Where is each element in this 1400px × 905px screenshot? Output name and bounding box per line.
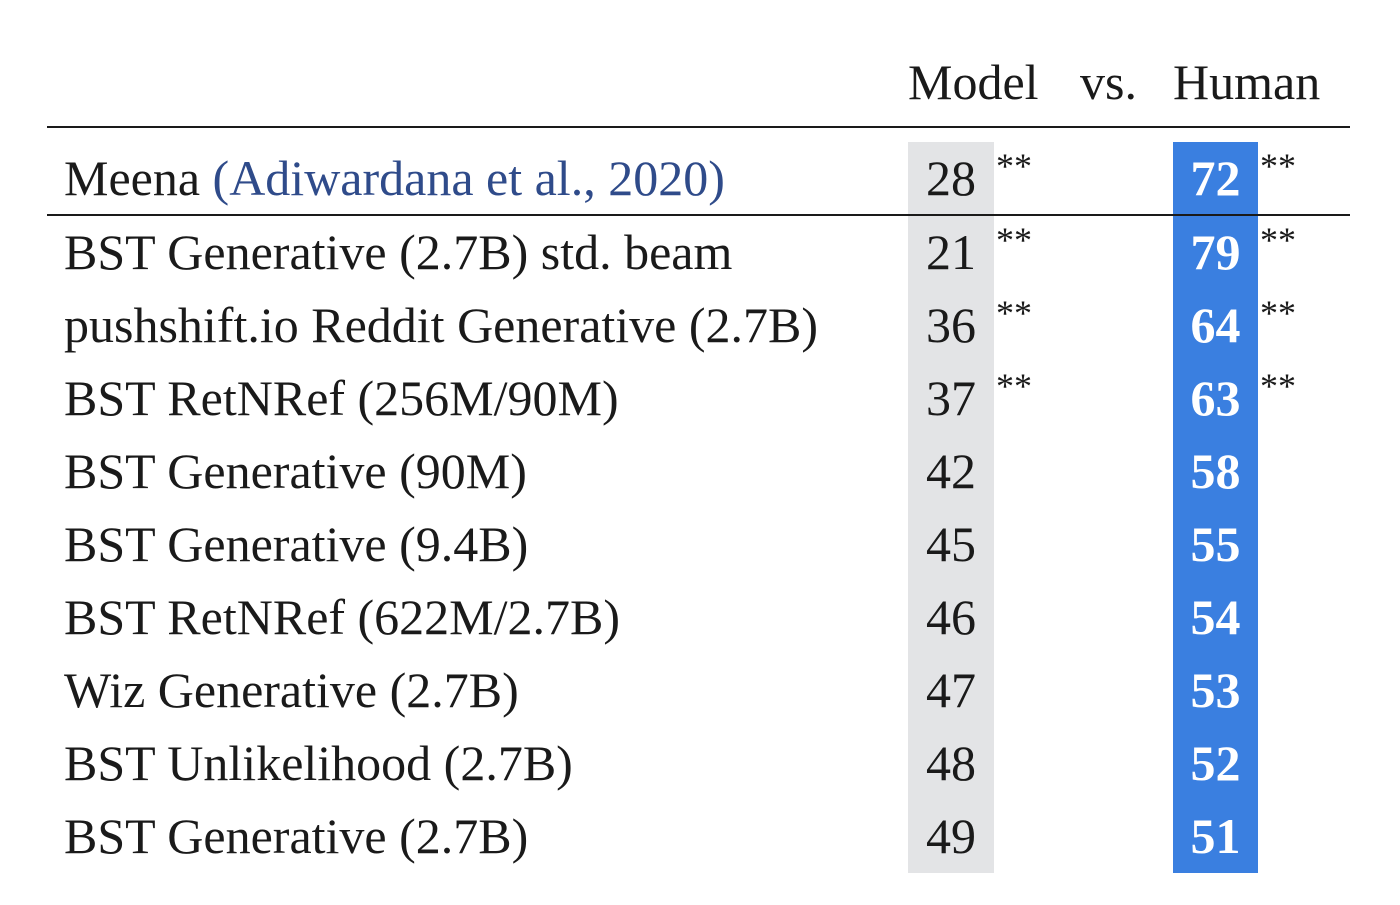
row-label: BST Generative (90M)	[64, 443, 527, 499]
row-label: pushshift.io Reddit Generative (2.7B)	[64, 297, 819, 353]
model-score: 28	[908, 142, 994, 215]
human-score: 53	[1173, 654, 1258, 727]
human-score: 54	[1173, 581, 1258, 654]
human-score: 55	[1173, 508, 1258, 581]
table-row: pushshift.io Reddit Generative (2.7B) 36…	[0, 289, 1400, 362]
model-score: 46	[908, 581, 994, 654]
row-label: BST Generative (2.7B)	[64, 808, 529, 864]
human-score: 63	[1173, 362, 1258, 435]
human-score: 72	[1173, 142, 1258, 215]
table-row: BST Generative (90M) 42 58	[0, 435, 1400, 508]
model-significance: **	[996, 220, 1032, 260]
model-score: 21	[908, 216, 994, 289]
row-label: Wiz Generative (2.7B)	[64, 662, 519, 718]
human-score: 64	[1173, 289, 1258, 362]
table-row: BST Generative (2.7B) std. beam 21 ** 79…	[0, 216, 1400, 289]
row-label-name: Meena	[64, 150, 201, 206]
human-score: 52	[1173, 727, 1258, 800]
model-score: 49	[908, 800, 994, 873]
header-vs: vs.	[1080, 54, 1137, 110]
human-score: 58	[1173, 435, 1258, 508]
row-label: BST RetNRef (622M/2.7B)	[64, 589, 621, 645]
row-label: BST Unlikelihood (2.7B)	[64, 735, 573, 791]
human-score: 79	[1173, 216, 1258, 289]
model-score: 48	[908, 727, 994, 800]
model-score: 42	[908, 435, 994, 508]
table-row: BST Unlikelihood (2.7B) 48 52	[0, 727, 1400, 800]
human-significance: **	[1260, 293, 1296, 333]
model-score: 36	[908, 289, 994, 362]
top-rule	[47, 126, 1350, 128]
human-score: 51	[1173, 800, 1258, 873]
mid-rule	[47, 214, 1350, 216]
table-row: BST Generative (2.7B) 49 51	[0, 800, 1400, 873]
model-score: 47	[908, 654, 994, 727]
model-significance: **	[996, 293, 1032, 333]
table-row: BST RetNRef (256M/90M) 37 ** 63 **	[0, 362, 1400, 435]
row-label: BST Generative (9.4B)	[64, 516, 529, 572]
human-significance: **	[1260, 366, 1296, 406]
table-row-meena: Meena (Adiwardana et al., 2020) 28 ** 72…	[0, 142, 1400, 215]
header-model: Model	[908, 54, 1039, 110]
citation-link[interactable]: (Adiwardana et al., 2020)	[212, 150, 725, 206]
table-row: BST Generative (9.4B) 45 55	[0, 508, 1400, 581]
row-label: BST Generative (2.7B) std. beam	[64, 224, 733, 280]
model-score: 37	[908, 362, 994, 435]
model-score: 45	[908, 508, 994, 581]
row-label: BST RetNRef (256M/90M)	[64, 370, 619, 426]
human-significance: **	[1260, 146, 1296, 186]
header-human: Human	[1173, 54, 1321, 110]
human-significance: **	[1260, 220, 1296, 260]
model-significance: **	[996, 366, 1032, 406]
table-row: Wiz Generative (2.7B) 47 53	[0, 654, 1400, 727]
model-significance: **	[996, 146, 1032, 186]
table-row: BST RetNRef (622M/2.7B) 46 54	[0, 581, 1400, 654]
row-label: Meena (Adiwardana et al., 2020)	[64, 142, 725, 215]
